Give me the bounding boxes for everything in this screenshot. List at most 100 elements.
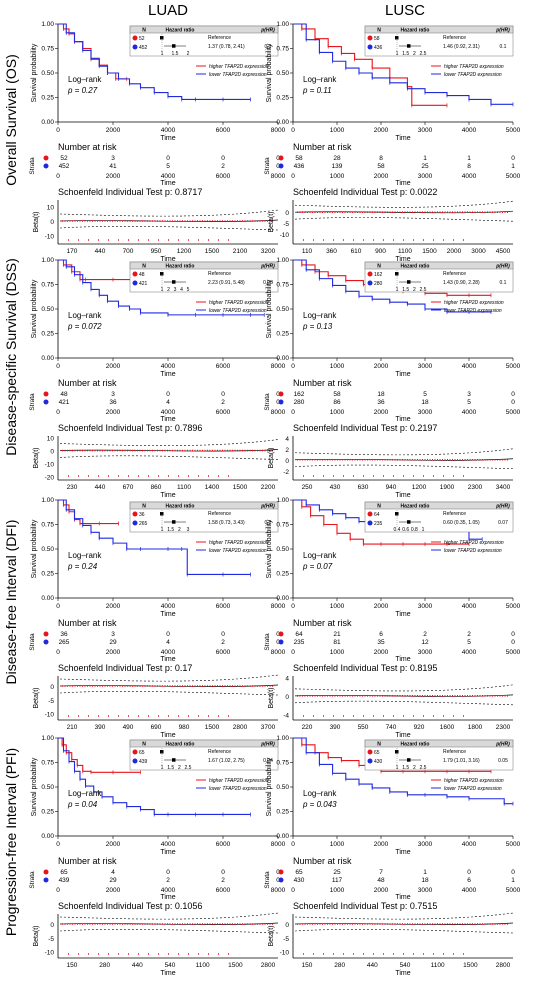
schoenfeld-x-tick: 3700 — [261, 724, 276, 731]
schoenfeld-x-tick: 220 — [302, 724, 313, 731]
logrank-label: Log–rank — [68, 551, 102, 560]
schoenfeld-x-tick: 2200 — [261, 484, 276, 491]
y-tick-label: 0.00 — [276, 833, 289, 840]
y-tick-label: 0.50 — [276, 546, 289, 553]
risk-time-tick: 6000 — [216, 409, 231, 416]
risk-high-count: 0 — [511, 155, 515, 162]
hr-table-header — [364, 25, 514, 34]
risk-high-count: 2 — [423, 631, 427, 638]
legend-low-label: lower TFAP2D expression — [444, 308, 502, 314]
hr-header-p: p(HR) — [495, 264, 510, 270]
schoenfeld-x-tick: 230 — [67, 484, 78, 491]
y-axis-title: Survival probability — [31, 43, 38, 102]
schoenfeld-x-tick: 2800 — [233, 724, 248, 731]
strata-label: Strata — [29, 393, 36, 411]
risk-high-count: 3 — [111, 155, 115, 162]
risk-time-tick: 8000 — [271, 649, 286, 656]
risk-low-count: 235 — [294, 639, 305, 646]
x-tick-label: 3000 — [418, 363, 433, 370]
risk-high-count: 0 — [221, 631, 225, 638]
y-tick-label: 0.75 — [276, 282, 289, 289]
schoenfeld-x-tick: 430 — [330, 484, 341, 491]
hr-estimate-square — [407, 758, 411, 762]
hr-n-low: 436 — [374, 45, 383, 51]
hr-high-dot — [367, 749, 373, 755]
risk-high-dot — [278, 869, 284, 875]
km-panel-lusc-dss: 0.000.250.500.751.000 1000 2000 3000 4000 500… — [264, 257, 521, 499]
schoenfeld-upper-band — [294, 912, 514, 920]
y-tick-label: 1.00 — [276, 735, 289, 742]
risk-low-count: 36 — [377, 399, 385, 406]
hr-axis-label: 1.5 — [167, 527, 174, 533]
hr-table-header — [129, 501, 279, 510]
y-tick-label: 0.75 — [276, 46, 289, 53]
risk-low-count: 18 — [421, 399, 429, 406]
x-tick-label: 2000 — [374, 363, 389, 370]
x-tick-label: 1000 — [330, 841, 345, 848]
x-tick-label: 4000 — [161, 603, 176, 610]
x-tick-label: 4000 — [462, 603, 477, 610]
hr-p-value: 0.1 — [500, 280, 507, 286]
risk-high-count: 0 — [511, 391, 515, 398]
y-tick-label: 1.00 — [276, 21, 289, 28]
risk-low-count: 5 — [166, 163, 170, 170]
schoenfeld-x-tick: 440 — [95, 248, 106, 255]
logrank-p: p = 0.07 — [302, 562, 333, 571]
schoenfeld-lower-band — [294, 928, 514, 934]
y-tick-label: 0.00 — [41, 595, 54, 602]
y-axis-title: Survival probability — [266, 279, 273, 338]
hr-header-p: p(HR) — [260, 28, 275, 34]
legend-high-label: higher TFAP2D expression — [209, 540, 269, 546]
schoenfeld-x-tick: 250 — [302, 484, 313, 491]
hr-table-header — [364, 261, 514, 270]
risk-high-dot — [278, 631, 284, 637]
schoenfeld-upper-band — [59, 674, 279, 682]
column-title-lusc: LUSC — [385, 2, 425, 19]
schoenfeld-x-tick: 540 — [400, 962, 411, 969]
schoenfeld-x-tick: 2800 — [261, 962, 276, 969]
hr-estimate-square — [407, 520, 411, 524]
hr-axis-label: 1.5 — [402, 51, 409, 57]
y-tick-label: 0.25 — [276, 571, 289, 578]
risk-time-tick: 2000 — [106, 649, 121, 656]
hr-axis-label: 1.5 — [167, 765, 174, 771]
hr-header-n: N — [142, 28, 146, 34]
logrank-label: Log–rank — [303, 311, 337, 320]
risk-low-dot — [278, 163, 284, 169]
risk-high-count: 25 — [333, 869, 341, 876]
risk-low-count: 2 — [221, 163, 225, 170]
schoenfeld-x-tick: 440 — [95, 484, 106, 491]
legend-high-label: higher TFAP2D expression — [444, 64, 504, 70]
risk-time-tick: 5000 — [506, 649, 521, 656]
x-tick-label: 6000 — [216, 127, 231, 134]
panels: 0.000.250.500.751.000 2000 4000 6000 8000Tim… — [29, 21, 521, 977]
risk-time-tick: 0 — [291, 173, 295, 180]
schoenfeld-title: Schoenfeld Individual Test p: 0.1056 — [58, 901, 202, 911]
y-tick-label: 0.75 — [276, 760, 289, 767]
risk-high-count: 0 — [221, 155, 225, 162]
risk-time-tick: 4000 — [161, 649, 176, 656]
hr-header-n: N — [377, 28, 381, 34]
schoenfeld-lower-band — [294, 464, 514, 470]
schoenfeld-x-tick: 1600 — [440, 724, 455, 731]
x-axis-title: Time — [395, 371, 410, 378]
risk-high-count: 18 — [377, 391, 385, 398]
risk-high-count: 58 — [333, 391, 341, 398]
risk-low-count: 0 — [276, 399, 280, 406]
schoenfeld-x-title: Time — [395, 732, 410, 739]
x-tick-label: 0 — [56, 603, 60, 610]
hr-n-low: 265 — [139, 521, 148, 527]
x-tick-label: 2000 — [106, 363, 121, 370]
km-panel-luad-dfi: 0.000.250.500.751.000 2000 4000 6000 8000Tim… — [29, 497, 286, 739]
hr-header-n: N — [142, 742, 146, 748]
hr-n-high: 52 — [139, 36, 145, 42]
hr-axis-label: 0.4 — [394, 527, 401, 533]
risk-time-tick: 0 — [291, 409, 295, 416]
risk-time-tick: 6000 — [216, 173, 231, 180]
risk-table-title: Number at risk — [293, 378, 352, 388]
schoenfeld-x-tick: 2300 — [468, 484, 483, 491]
hr-reference-label: Reference — [208, 271, 231, 277]
row-title-dfi: Disease-free Interval (DFI) — [3, 520, 19, 685]
schoenfeld-x-tick: 440 — [132, 962, 143, 969]
risk-time-tick: 8000 — [271, 409, 286, 416]
